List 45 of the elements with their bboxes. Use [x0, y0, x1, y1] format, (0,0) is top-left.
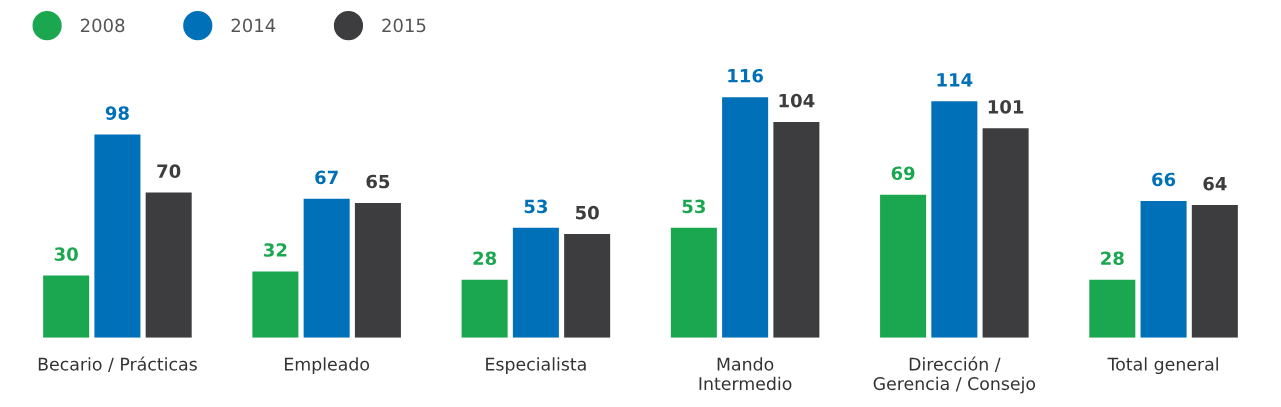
data-label: 50: [575, 205, 599, 220]
x-tick-label: Becario / Prácticas: [38, 356, 197, 373]
bar: [145, 192, 192, 338]
data-label: 104: [779, 93, 815, 108]
bar: [670, 227, 717, 338]
bar: [303, 198, 350, 338]
data-label: 101: [988, 100, 1024, 114]
data-label: 67: [315, 170, 338, 185]
legend-label: 2015: [382, 18, 426, 33]
bar: [564, 234, 611, 338]
data-label: 53: [682, 199, 705, 214]
bar: [1089, 279, 1136, 338]
legend-label: 2014: [231, 18, 276, 33]
bar: [931, 101, 978, 338]
data-label: 66: [1152, 172, 1176, 187]
data-label: 69: [891, 166, 915, 181]
data-label: 65: [366, 174, 390, 189]
bar: [982, 128, 1029, 338]
data-label: 32: [264, 243, 287, 257]
data-label: 64: [1203, 176, 1227, 191]
bar: [1140, 200, 1187, 338]
x-tick-label: Mando Intermedio: [699, 357, 792, 391]
data-label: 98: [105, 106, 129, 120]
x-tick-label: Empleado: [285, 357, 370, 375]
bar: [722, 97, 769, 338]
x-tick-label: Total general: [1107, 357, 1218, 375]
bar: [512, 227, 559, 338]
data-label: 28: [473, 251, 497, 266]
data-label: 53: [524, 199, 548, 214]
x-tick-label: Dirección / Gerencia / Consejo: [873, 356, 1036, 394]
bar: [252, 271, 299, 338]
data-label: 70: [157, 164, 181, 178]
data-label: 116: [728, 68, 763, 83]
data-label: 30: [54, 247, 78, 261]
bar: [94, 134, 141, 338]
bar: [354, 202, 401, 338]
data-label: 28: [1101, 251, 1124, 266]
legend-label: 2008: [80, 18, 125, 33]
bar: [773, 122, 820, 338]
data-label: 114: [937, 73, 973, 87]
bar: [1191, 205, 1238, 338]
x-tick-label: Especialista: [486, 357, 586, 375]
bar: [880, 194, 927, 338]
bar: [461, 279, 508, 338]
bar: [43, 275, 90, 338]
